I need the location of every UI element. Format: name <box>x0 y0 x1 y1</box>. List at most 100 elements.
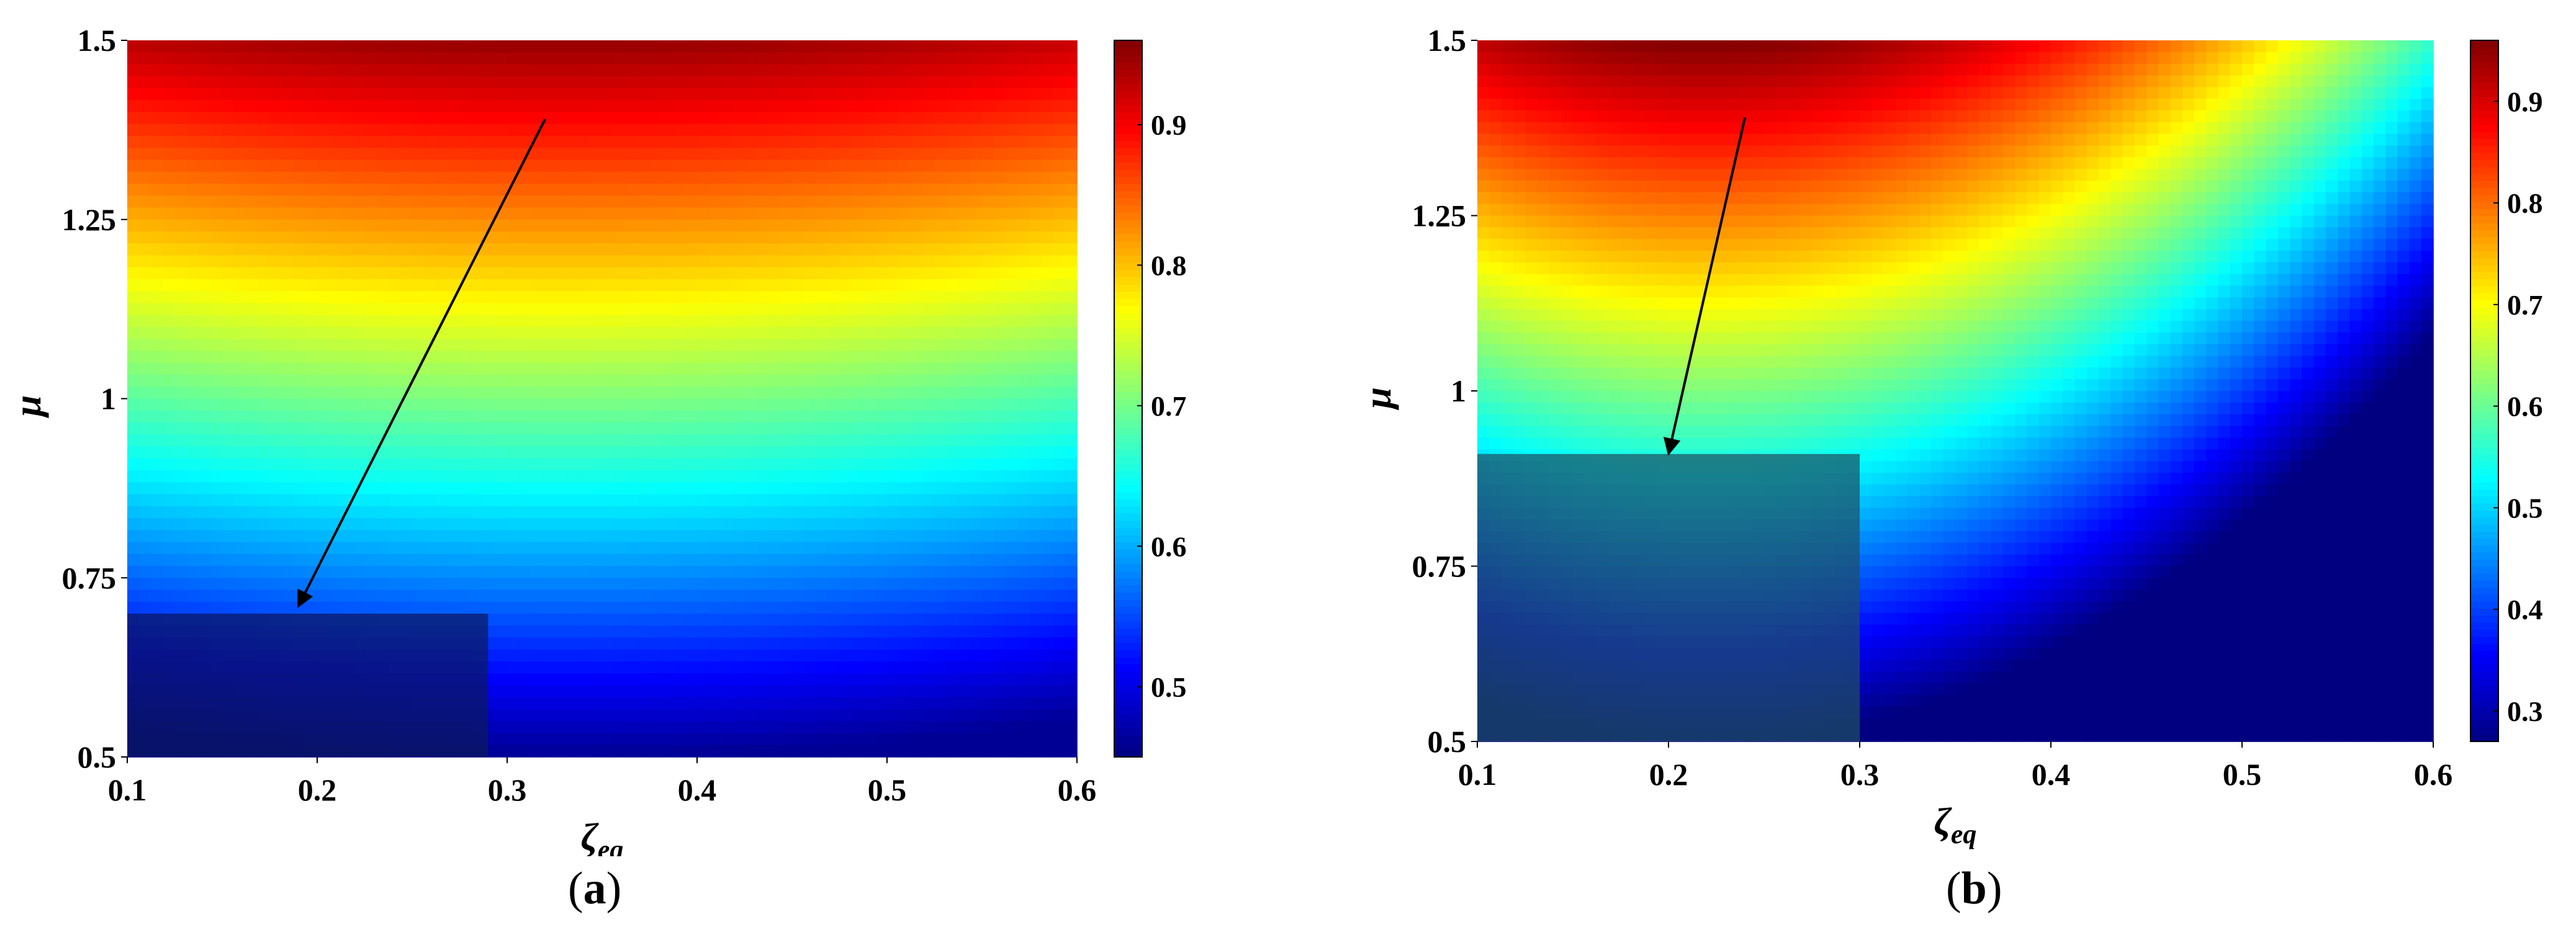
heatmap-cell <box>827 112 840 125</box>
heatmap-cell <box>673 494 686 507</box>
heatmap-cell <box>400 184 413 197</box>
heatmap-cell <box>875 64 888 77</box>
heatmap-cell <box>448 339 461 352</box>
heatmap-cell <box>994 52 1007 65</box>
heatmap-cell <box>958 123 971 137</box>
heatmap-cell <box>210 434 223 447</box>
heatmap-cell <box>483 88 496 101</box>
heatmap-cell <box>602 184 615 197</box>
heatmap-cell <box>946 506 959 519</box>
heatmap-cell <box>911 458 924 471</box>
heatmap-cell <box>816 434 829 447</box>
heatmap-cell <box>198 64 211 77</box>
heatmap-cell <box>578 327 591 340</box>
heatmap-cell <box>626 112 639 125</box>
heatmap-cell <box>768 589 781 602</box>
heatmap-cell <box>744 542 757 555</box>
heatmap-cell <box>673 482 686 495</box>
heatmap-cell <box>804 255 817 268</box>
heatmap-cell <box>1065 506 1078 519</box>
heatmap-cell <box>388 530 401 543</box>
heatmap-cell <box>531 76 544 89</box>
heatmap-cell <box>400 506 413 519</box>
heatmap-cell <box>816 601 829 614</box>
heatmap-cell <box>827 423 840 436</box>
heatmap-cell <box>602 625 615 638</box>
heatmap-cell <box>459 398 472 411</box>
heatmap-cell <box>483 339 496 352</box>
heatmap-cell <box>697 327 709 340</box>
heatmap-cell <box>388 112 401 125</box>
heatmap-cell <box>590 291 603 304</box>
heatmap-cell <box>151 327 164 340</box>
heatmap-cell <box>448 171 461 184</box>
heatmap-cell <box>768 231 781 244</box>
heatmap-cell <box>816 267 829 280</box>
heatmap-cell <box>673 673 686 686</box>
heatmap-cell <box>934 207 947 220</box>
heatmap-cell <box>519 637 532 650</box>
heatmap-cell <box>887 661 899 674</box>
heatmap-cell <box>744 303 757 316</box>
heatmap-cell <box>198 112 211 125</box>
heatmap-cell <box>198 398 211 411</box>
heatmap-cell <box>448 458 461 471</box>
heatmap-cell <box>376 315 389 328</box>
heatmap-cell <box>376 291 389 304</box>
heatmap-cell <box>436 112 449 125</box>
heatmap-cell <box>519 410 532 423</box>
x-tick-label: 0.4 <box>678 772 717 807</box>
heatmap-cell <box>1053 52 1066 65</box>
heatmap-cell <box>851 518 864 531</box>
heatmap-cell <box>970 195 983 208</box>
heatmap-cell <box>602 518 615 531</box>
heatmap-cell <box>792 76 804 89</box>
heatmap-cell <box>875 530 888 543</box>
heatmap-cell <box>222 446 235 459</box>
heatmap-cell <box>732 76 745 89</box>
heatmap-cell <box>946 148 959 161</box>
heatmap-cell <box>970 553 983 566</box>
heatmap-cell <box>566 434 579 447</box>
heatmap-cell <box>1029 267 1042 280</box>
heatmap-cell <box>792 578 804 591</box>
heatmap-cell <box>436 219 449 232</box>
heatmap-cell <box>1053 423 1066 436</box>
heatmap-cell <box>1029 494 1042 507</box>
heatmap-cell <box>353 375 366 388</box>
heatmap-cell <box>436 243 449 256</box>
heatmap-cell <box>649 136 662 149</box>
heatmap-cell <box>258 327 271 340</box>
heatmap-cell <box>780 362 793 375</box>
heatmap-cell <box>744 327 757 340</box>
heatmap-cell <box>400 136 413 149</box>
heatmap-cell <box>946 255 959 268</box>
heatmap-cell <box>827 184 840 197</box>
heatmap-cell <box>163 351 176 364</box>
heatmap-cell <box>744 614 757 627</box>
heatmap-cell <box>305 506 318 519</box>
heatmap-cell <box>922 637 935 650</box>
heatmap-cell <box>329 112 342 125</box>
heatmap-cell <box>637 291 651 304</box>
heatmap-cell <box>851 410 864 423</box>
heatmap-cell <box>1041 88 1054 101</box>
heatmap-cell <box>970 267 983 280</box>
heatmap-cell <box>198 243 211 256</box>
heatmap-cell <box>911 315 924 328</box>
colorbar-segment <box>1114 663 1142 672</box>
heatmap-cell <box>459 482 472 495</box>
heatmap-cell <box>661 40 674 53</box>
heatmap-cell <box>732 458 745 471</box>
heatmap-cell <box>958 375 971 388</box>
heatmap-cell <box>780 279 793 292</box>
heatmap-cell <box>519 589 532 602</box>
heatmap-cell <box>258 482 271 495</box>
heatmap-cell <box>590 685 603 698</box>
heatmap-cell <box>507 375 520 388</box>
heatmap-cell <box>721 494 734 507</box>
heatmap-cell <box>590 745 603 758</box>
heatmap-cell <box>590 578 603 591</box>
heatmap-cell <box>768 255 781 268</box>
heatmap-cell <box>780 709 793 722</box>
